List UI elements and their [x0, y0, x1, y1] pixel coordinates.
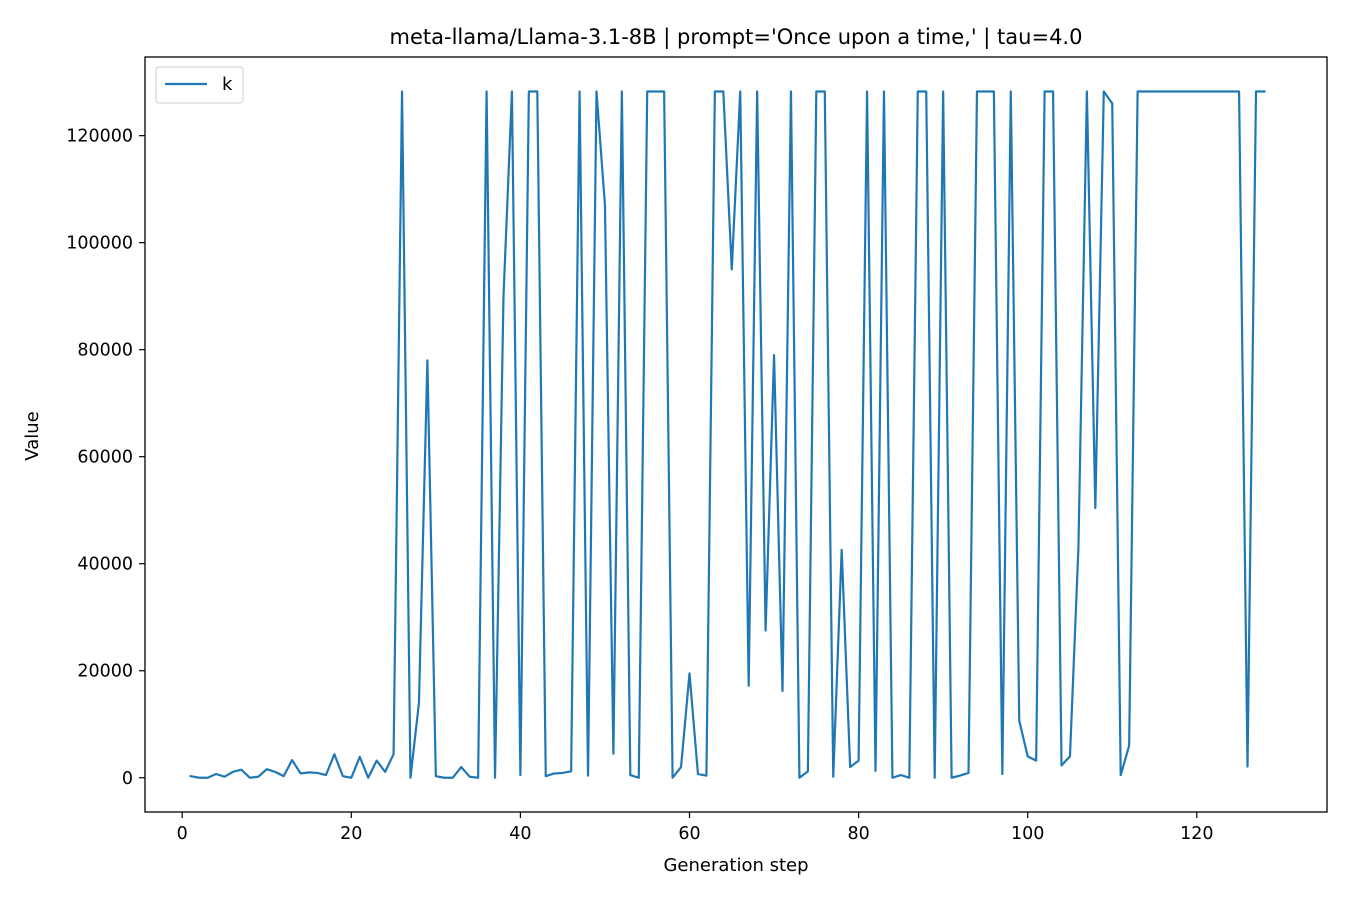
- y-tick-label: 120000: [66, 127, 133, 147]
- x-tick-label: 80: [847, 824, 869, 844]
- y-tick-label: 60000: [77, 448, 133, 468]
- y-tick-label: 100000: [66, 234, 133, 254]
- x-tick-label: 100: [1011, 824, 1044, 844]
- chart-title: meta-llama/Llama-3.1-8B | prompt='Once u…: [390, 25, 1083, 50]
- y-tick-label: 20000: [77, 662, 133, 682]
- x-tick-label: 0: [177, 824, 188, 844]
- x-tick-label: 40: [509, 824, 531, 844]
- y-tick-label: 80000: [77, 341, 133, 361]
- x-tick-label: 60: [678, 824, 700, 844]
- plot-area: [145, 57, 1327, 812]
- x-axis-label: Generation step: [663, 855, 808, 876]
- axes: 0 20 40 60 80 100 120 0 20000 40000 60000 80000 1000…: [66, 56, 1328, 844]
- series-line-k: [189, 90, 1266, 779]
- legend: k: [155, 66, 244, 104]
- legend-label-k: k: [222, 74, 233, 95]
- y-axis-label: Value: [22, 411, 43, 460]
- axes-frame: [144, 56, 1328, 813]
- y-tick-label: 40000: [77, 555, 133, 575]
- x-tick-label: 120: [1180, 824, 1213, 844]
- x-tick-label: 20: [340, 824, 362, 844]
- y-tick-label: 0: [122, 769, 133, 789]
